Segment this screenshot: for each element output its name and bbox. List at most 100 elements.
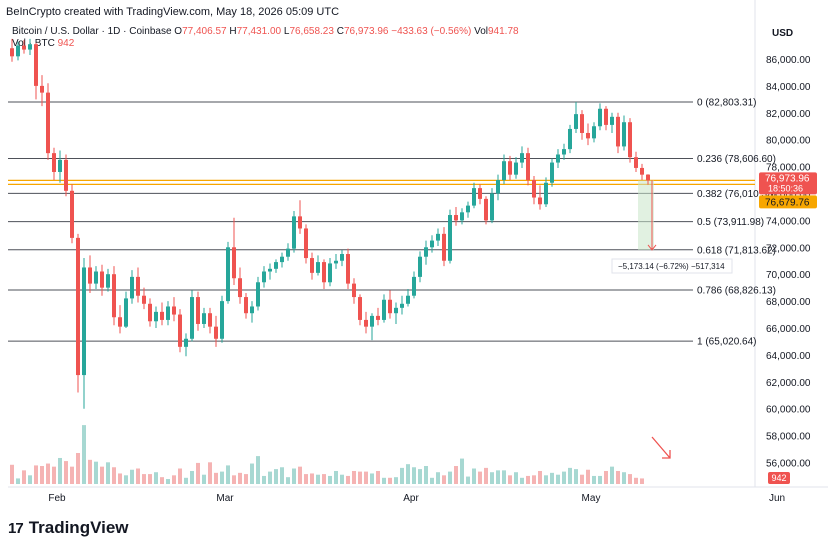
candle-body (274, 262, 278, 269)
candle (130, 270, 134, 304)
volume-bar (610, 466, 614, 484)
volume-bar (100, 466, 104, 484)
volume-bar (460, 458, 464, 484)
volume-bar (166, 479, 170, 484)
volume-bar (52, 466, 56, 484)
candle-body (178, 314, 182, 347)
candle-body (166, 306, 170, 320)
candle-body (358, 297, 362, 320)
candle (40, 75, 44, 107)
candle-body (106, 274, 110, 288)
candle (376, 307, 380, 326)
candle (112, 266, 116, 326)
candle-body (556, 154, 560, 163)
candle-body (28, 44, 32, 50)
candle (322, 259, 326, 289)
candle (262, 266, 266, 288)
volume-bar (634, 477, 638, 484)
candle-body (592, 126, 596, 139)
volume-bar (184, 477, 188, 484)
ohlc-close: 76,973.96 (343, 26, 389, 37)
candle-body (628, 122, 632, 158)
volume-bar (358, 471, 362, 484)
candle (568, 124, 572, 154)
candle (616, 112, 620, 154)
candle (496, 174, 500, 201)
candle-body (604, 108, 608, 125)
volume-bar (442, 475, 446, 484)
candle-body (568, 128, 572, 150)
candle-body (244, 297, 248, 314)
candle (340, 249, 344, 267)
fib-level-label: 0.236 (78,606.60) (697, 154, 776, 165)
volume-bar (160, 477, 164, 484)
measure-info: −5,173.14 (−6.72%) −517,314 (611, 258, 733, 274)
symbol-name[interactable]: Bitcoin / U.S. Dollar · 1D · Coinbase (12, 26, 172, 37)
volume-bar (76, 453, 80, 484)
price-tick-label: 74,000.00 (766, 216, 811, 227)
currency-label: USD (772, 28, 794, 39)
candle-body (226, 247, 230, 302)
brand-logo[interactable]: 17 TradingView (8, 518, 129, 538)
candle-body (250, 306, 254, 314)
volume-bar (340, 474, 344, 484)
volume-bar (40, 466, 44, 484)
candle (334, 254, 338, 269)
candle (52, 147, 56, 181)
candle (436, 228, 440, 246)
price-tick-label: 70,000.00 (766, 270, 811, 281)
volume-bar (370, 473, 374, 484)
volume-legend: Vol · BTC 942 (12, 38, 74, 49)
volume-bar (148, 474, 152, 484)
candle-body (124, 298, 128, 327)
candle (76, 233, 80, 393)
candle (304, 224, 308, 264)
candle (250, 301, 254, 323)
candle (520, 146, 524, 168)
price-tick-label: 60,000.00 (766, 405, 811, 416)
candle (472, 182, 476, 209)
candle-body (550, 162, 554, 183)
candle (10, 38, 14, 62)
candle (196, 291, 200, 331)
candle (232, 217, 236, 285)
candle-body (88, 267, 92, 284)
candle-body (220, 301, 224, 339)
volume-bar (244, 474, 248, 484)
candle-body (616, 116, 620, 147)
candle (16, 41, 20, 61)
volume-bar (412, 467, 416, 484)
candle-body (508, 161, 512, 175)
volume-bar (628, 474, 632, 484)
candle (214, 315, 218, 347)
price-tick-label: 58,000.00 (766, 432, 811, 443)
ohlc-open: 77,406.57 (182, 26, 227, 37)
price-tick-label: 64,000.00 (766, 351, 811, 362)
candle (430, 235, 434, 253)
volume-bar (118, 473, 122, 484)
volume-bar (208, 462, 212, 484)
ohlc-low: 76,658.23 (289, 26, 334, 37)
candle (466, 201, 470, 218)
candle-body (118, 317, 122, 327)
candle-body (454, 215, 458, 221)
countdown-badge-label: 18:50:36 (768, 183, 803, 193)
volume-bar (214, 472, 218, 484)
volume-bar (400, 467, 404, 484)
candle (442, 227, 446, 267)
candle (28, 38, 32, 55)
volume-bar (520, 477, 524, 484)
volume-bar (88, 459, 92, 484)
volume-legend-label[interactable]: Vol · BTC (12, 38, 55, 49)
candle-body (496, 180, 500, 194)
candle-body (214, 326, 218, 339)
candle (208, 307, 212, 334)
volume-bar (94, 461, 98, 484)
candle-body (370, 315, 374, 327)
candle-body (502, 161, 506, 181)
candle-body (136, 276, 140, 296)
candle (358, 294, 362, 326)
volume-bar (274, 469, 278, 484)
candle (184, 333, 188, 357)
